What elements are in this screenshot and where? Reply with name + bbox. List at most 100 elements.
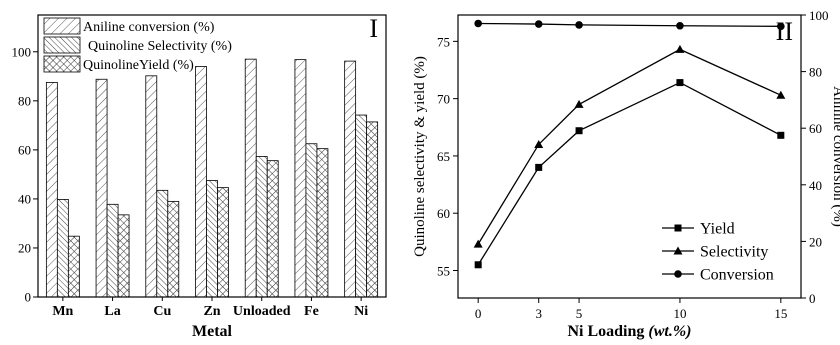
legend-label: Quinoline Selectivity (%) (88, 39, 232, 54)
bar-mn-series-2 (56, 199, 69, 298)
right-y-axis-title: Aniline conversion (%) (830, 86, 840, 227)
line-series-group (473, 19, 786, 269)
bar-unloaded-series-1 (244, 58, 257, 298)
x-tick-label-la: La (104, 304, 120, 319)
data-point-yield (777, 131, 785, 139)
bar-mn-series-3 (67, 235, 80, 298)
y-tick-label: 60 (437, 206, 450, 221)
data-point-selectivity (473, 239, 483, 248)
x-tick-label-cu: Cu (153, 304, 171, 319)
y-tick-label: 65 (437, 149, 450, 164)
data-point-selectivity (776, 90, 786, 99)
bar-series-group (45, 58, 379, 298)
y-axis-ticks: 0 20 40 60 80 100 (12, 44, 38, 305)
panel-label: I (369, 14, 378, 43)
x-tick-label-mn: Mn (52, 304, 73, 319)
legend: Aniline conversion (%) Quinoline Selectiv… (43, 17, 232, 73)
bar-zn-series-3 (217, 187, 229, 298)
legend-label: Yield (700, 221, 735, 238)
x-tick-label: 3 (535, 306, 542, 321)
bar-zn-series-1 (195, 66, 207, 298)
data-point-yield (474, 261, 482, 269)
bar-mn-series-1 (45, 82, 58, 298)
right-y-axis-ticks: 0 20 40 60 80 100 (801, 8, 829, 306)
y-tick-label: 55 (437, 264, 450, 279)
x-tick-label-ni: Ni (354, 304, 368, 319)
legend-marker (674, 270, 682, 278)
x-axis-title: Metal (192, 323, 233, 340)
legend-swatch (43, 55, 81, 73)
x-axis-title: Ni Loading (wt.%) (567, 323, 691, 340)
bar-zn-series-2 (206, 180, 218, 298)
x-axis-ticks: 0 3 5 10 15 (475, 298, 787, 321)
data-point-conversion (777, 22, 785, 31)
series-line-selectivity (477, 48, 782, 245)
series-line-yield (477, 81, 782, 266)
x-axis-ticks: Mn La Cu Zn Unloaded Fe Ni (52, 297, 368, 319)
legend-label: Aniline conversion (%) (83, 20, 215, 35)
y-tick-label: 70 (437, 92, 450, 107)
legend-label: QuinolineYield (%) (83, 58, 194, 73)
y-tick-label: 0 (25, 290, 32, 305)
x-tick-label: 10 (673, 306, 686, 321)
x-tick-label-zn: Zn (203, 304, 220, 319)
bar-cu-series-2 (156, 189, 169, 298)
y-tick-label: 100 (12, 44, 32, 59)
data-point-selectivity (574, 99, 584, 108)
data-point-conversion (474, 19, 482, 28)
x-tick-label: 15 (774, 306, 787, 321)
y-tick-label: 60 (809, 121, 822, 136)
x-axis-title-main: Ni Loading (567, 323, 648, 340)
data-point-selectivity (675, 44, 685, 53)
x-tick-label: 5 (576, 306, 583, 321)
y-tick-label: 80 (18, 93, 31, 108)
bar-cu-series-3 (167, 200, 180, 298)
data-point-yield (575, 127, 583, 135)
y-tick-label: 40 (18, 191, 31, 206)
legend-swatch (43, 17, 81, 35)
data-point-yield (535, 163, 543, 171)
left-y-axis-title: Quinoline selectivity & yield (%) (412, 56, 428, 257)
bar-fe-series-1 (294, 59, 307, 298)
y-tick-label: 40 (809, 178, 822, 193)
bar-cu-series-1 (145, 75, 158, 298)
bar-unloaded-series-2 (255, 156, 268, 298)
legend-marker (674, 224, 682, 232)
legend-marker (673, 246, 683, 255)
legend-label: Selectivity (700, 244, 768, 261)
legend: Yield Selectivity Conversion (662, 221, 774, 284)
y-tick-label: 0 (809, 291, 816, 306)
data-point-conversion (676, 21, 684, 30)
bar-la-series-1 (95, 78, 108, 298)
data-point-yield (676, 79, 684, 87)
series-line-conversion (478, 22, 781, 27)
x-axis-title-unit: (wt.%) (648, 323, 691, 340)
bar-ni-series-1 (344, 60, 357, 298)
data-point-selectivity (534, 139, 544, 148)
x-tick-label: 0 (475, 306, 482, 321)
panel-two-line-chart: 55 60 65 70 75 0 20 40 60 80 100 0 3 5 10 15 Ni Loadi… (412, 8, 840, 340)
y-tick-label: 100 (809, 8, 829, 23)
legend-swatch (43, 36, 81, 54)
legend-label: Conversion (700, 267, 774, 284)
bar-la-series-3 (117, 214, 130, 298)
y-tick-label: 20 (809, 234, 822, 249)
bar-ni-series-2 (355, 114, 368, 298)
y-tick-label: 20 (18, 240, 31, 255)
left-y-axis-ticks: 55 60 65 70 75 (437, 34, 458, 279)
data-point-conversion (575, 21, 583, 29)
y-tick-label: 80 (809, 65, 822, 80)
x-tick-label-fe: Fe (304, 304, 319, 319)
y-tick-label: 75 (437, 34, 450, 49)
bar-la-series-2 (106, 203, 119, 298)
bar-fe-series-3 (316, 148, 329, 298)
panel-label: II (776, 17, 793, 46)
bar-unloaded-series-3 (266, 160, 279, 298)
bar-fe-series-2 (305, 143, 318, 298)
y-tick-label: 60 (18, 142, 31, 157)
x-tick-label-unloaded: Unloaded (233, 304, 291, 319)
bar-ni-series-3 (366, 121, 379, 298)
plot-frame (457, 14, 802, 299)
